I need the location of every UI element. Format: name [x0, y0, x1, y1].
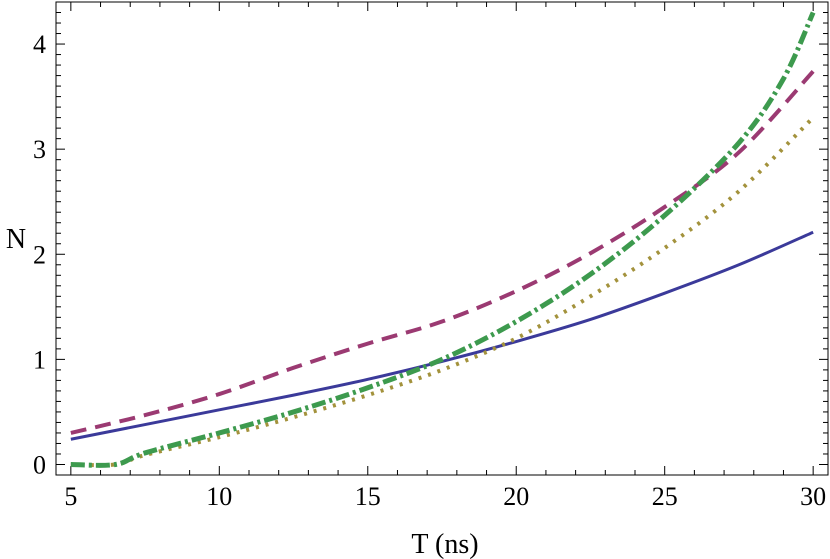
y-tick-label: 0 — [33, 450, 46, 479]
x-tick-label: 15 — [355, 482, 381, 511]
x-tick-label: 20 — [503, 482, 529, 511]
x-tick-label: 10 — [206, 482, 232, 511]
plot-frame — [55, 1, 829, 476]
x-tick-label: 30 — [800, 482, 826, 511]
series-line-dotted — [70, 116, 815, 468]
axis-ticks: 5 10 15 20 25 30 0 1 2 3 4 — [33, 1, 828, 511]
x-tick-label: 5 — [64, 482, 77, 511]
y-tick-label: 4 — [33, 30, 46, 59]
y-tick-label: 3 — [33, 135, 46, 164]
series-lines — [70, 11, 816, 468]
series-line-dashed — [70, 70, 815, 435]
series-line-solid — [70, 230, 814, 441]
y-tick-label: 1 — [33, 345, 46, 374]
x-axis-label: T (ns) — [411, 529, 478, 559]
y-axis-label: N — [6, 224, 26, 255]
x-tick-label: 25 — [652, 482, 678, 511]
y-tick-label: 2 — [33, 240, 46, 269]
series-line-dash-dot — [70, 11, 816, 468]
